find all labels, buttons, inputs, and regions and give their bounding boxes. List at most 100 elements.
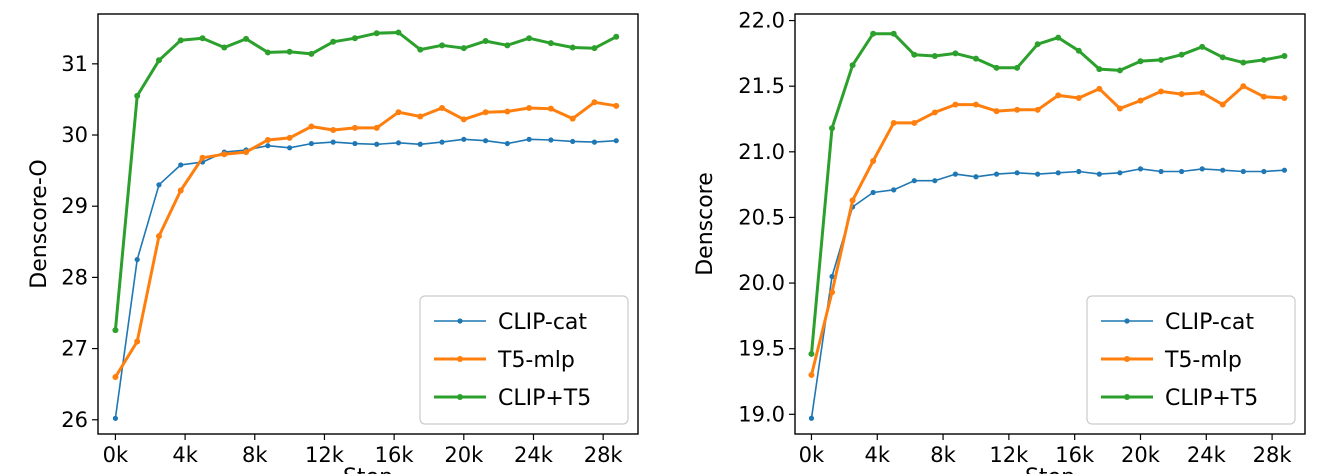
data-point	[526, 35, 533, 42]
data-point	[177, 37, 184, 44]
data-point	[417, 46, 424, 53]
series-t5-mlp	[808, 83, 1288, 378]
data-point	[1137, 58, 1144, 65]
data-point	[591, 99, 598, 106]
data-point	[1261, 168, 1267, 175]
data-point	[569, 44, 576, 51]
legend-item: CLIP+T5	[1101, 386, 1258, 411]
series-line	[810, 84, 1285, 376]
data-point	[1158, 56, 1165, 63]
data-point	[1116, 67, 1123, 74]
data-point	[264, 49, 271, 56]
data-point	[1178, 51, 1185, 58]
data-point	[911, 178, 917, 184]
data-point	[373, 124, 380, 131]
data-point	[931, 109, 938, 116]
data-point	[952, 50, 959, 57]
data-point	[890, 119, 897, 126]
data-point	[482, 109, 489, 116]
data-point	[417, 141, 423, 147]
y-tick-label: 29	[61, 194, 88, 218]
y-tick-label: 20.5	[738, 205, 785, 229]
data-point	[1035, 171, 1041, 177]
data-point	[112, 415, 119, 421]
legend-marker	[1124, 394, 1130, 400]
legend-item: CLIP-cat	[1101, 310, 1254, 335]
x-axis-label: Step	[343, 465, 393, 474]
data-point	[308, 123, 315, 130]
data-point	[932, 178, 938, 184]
data-point	[1055, 170, 1061, 176]
data-point	[264, 137, 271, 143]
series-line	[114, 100, 617, 378]
data-point	[221, 151, 228, 158]
data-point	[993, 108, 1000, 115]
y-tick-label: 27	[61, 337, 88, 361]
data-point	[829, 273, 835, 280]
data-point	[1014, 106, 1021, 113]
data-point	[374, 141, 380, 147]
x-tick-label: 16k	[1055, 443, 1095, 467]
data-point	[613, 33, 620, 40]
data-point	[911, 119, 918, 126]
data-point	[829, 125, 836, 132]
data-point	[504, 140, 510, 147]
data-point	[482, 38, 489, 45]
x-tick-label: 0k	[103, 443, 129, 467]
data-point	[1117, 170, 1123, 176]
data-point	[1220, 167, 1226, 173]
legend: CLIP-cat T5-mlp CLIP+T5	[1086, 295, 1296, 425]
data-point	[547, 105, 554, 112]
data-point	[613, 102, 620, 109]
data-point	[1199, 166, 1205, 172]
x-tick-label: 28k	[584, 443, 624, 467]
data-point	[870, 158, 877, 164]
data-point	[808, 371, 815, 378]
data-point	[504, 108, 511, 115]
x-tick-label: 12k	[989, 443, 1029, 467]
y-tick-label: 19.0	[738, 402, 785, 426]
data-point	[972, 55, 979, 62]
legend-marker	[1124, 356, 1130, 362]
legend-item: CLIP-cat	[434, 310, 587, 335]
data-point	[482, 138, 489, 144]
legend-marker	[1124, 318, 1130, 324]
legend-label: CLIP+T5	[498, 386, 591, 411]
data-point	[265, 143, 271, 149]
legend-item: T5-mlp	[434, 348, 575, 373]
data-point	[1014, 170, 1020, 176]
data-point	[1281, 167, 1288, 173]
data-point	[931, 53, 938, 59]
data-point	[1075, 95, 1082, 101]
data-point	[993, 64, 1000, 71]
data-point	[330, 139, 336, 145]
data-point	[1158, 88, 1165, 95]
data-point	[1199, 89, 1206, 96]
series-line	[810, 32, 1285, 355]
data-point	[1240, 83, 1247, 90]
data-point	[890, 30, 897, 37]
data-point	[178, 162, 184, 168]
data-point	[1178, 91, 1185, 98]
data-point	[395, 140, 402, 146]
data-point	[243, 149, 250, 156]
data-point	[351, 124, 358, 131]
data-point	[891, 187, 897, 193]
legend-marker	[457, 394, 463, 400]
data-point	[112, 374, 119, 381]
data-point	[973, 174, 979, 180]
data-point	[308, 140, 314, 147]
data-point	[156, 182, 162, 188]
y-tick-label: 30	[61, 123, 88, 147]
data-point	[993, 171, 1000, 177]
data-point	[526, 136, 532, 142]
data-point	[1076, 168, 1082, 175]
data-point	[134, 256, 140, 263]
data-point	[569, 115, 576, 122]
data-point	[526, 104, 533, 111]
data-point	[134, 338, 141, 345]
y-axis-label: Denscore-O	[27, 159, 52, 288]
data-point	[591, 139, 598, 145]
data-point	[1096, 85, 1103, 92]
data-point	[199, 35, 206, 42]
